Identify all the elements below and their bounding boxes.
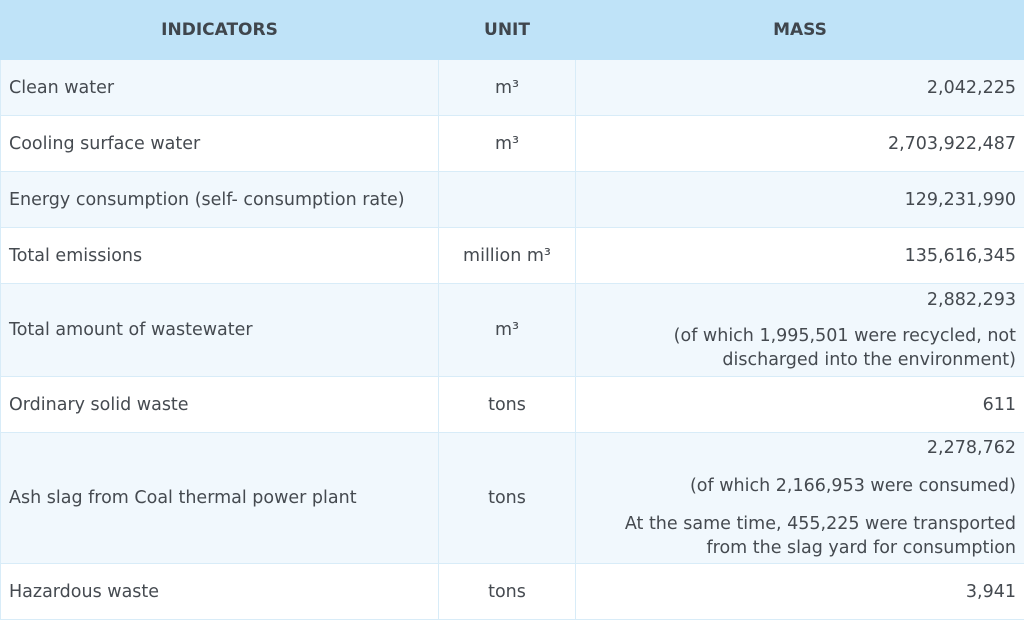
unit-cell: million m³ [438, 227, 576, 284]
unit-cell [438, 171, 576, 228]
table-row: Clean water m³ 2,042,225 [0, 59, 1024, 116]
indicator-cell: Energy consumption (self- consumption ra… [0, 171, 439, 228]
unit-cell: tons [438, 376, 576, 433]
indicator-cell: Total emissions [0, 227, 439, 284]
mass-note: (of which 1,995,501 were recycled, not [673, 326, 1016, 346]
mass-cell: 2,042,225 [575, 59, 1024, 116]
mass-value: 2,882,293 [926, 290, 1016, 310]
table-row: Ash slag from Coal thermal power plant t… [0, 432, 1024, 564]
mass-cell: 2,278,762 (of which 2,166,953 were consu… [575, 432, 1024, 564]
header-unit: UNIT [438, 0, 576, 60]
table-row: Hazardous waste tons 3,941 [0, 563, 1024, 620]
table-row: Energy consumption (self- consumption ra… [0, 171, 1024, 228]
unit-cell: tons [438, 432, 576, 564]
mass-cell: 135,616,345 [575, 227, 1024, 284]
mass-note: At the same time, 455,225 were transport… [624, 514, 1016, 534]
header-row: INDICATORS UNIT MASS [0, 0, 1024, 60]
table-row: Total emissions million m³ 135,616,345 [0, 227, 1024, 284]
mass-cell: 611 [575, 376, 1024, 433]
header-mass: MASS [575, 0, 1024, 60]
mass-note: (of which 2,166,953 were consumed) [689, 476, 1016, 496]
indicator-cell: Ordinary solid waste [0, 376, 439, 433]
mass-cell: 2,703,922,487 [575, 115, 1024, 172]
table-row: Ordinary solid waste tons 611 [0, 376, 1024, 433]
mass-cell: 3,941 [575, 563, 1024, 620]
table-row: Cooling surface water m³ 2,703,922,487 [0, 115, 1024, 172]
indicator-cell: Hazardous waste [0, 563, 439, 620]
indicator-cell: Cooling surface water [0, 115, 439, 172]
mass-value: 2,278,762 [926, 438, 1016, 458]
unit-cell: tons [438, 563, 576, 620]
mass-cell: 129,231,990 [575, 171, 1024, 228]
mass-note: from the slag yard for consumption [706, 538, 1016, 558]
unit-cell: m³ [438, 283, 576, 377]
mass-cell: 2,882,293 (of which 1,995,501 were recyc… [575, 283, 1024, 377]
header-indicators: INDICATORS [0, 0, 439, 60]
indicator-cell: Ash slag from Coal thermal power plant [0, 432, 439, 564]
unit-cell: m³ [438, 59, 576, 116]
indicator-cell: Clean water [0, 59, 439, 116]
unit-cell: m³ [438, 115, 576, 172]
indicator-cell: Total amount of wastewater [0, 283, 439, 377]
table-row: Total amount of wastewater m³ 2,882,293 … [0, 283, 1024, 377]
mass-note: discharged into the environment) [722, 350, 1016, 370]
